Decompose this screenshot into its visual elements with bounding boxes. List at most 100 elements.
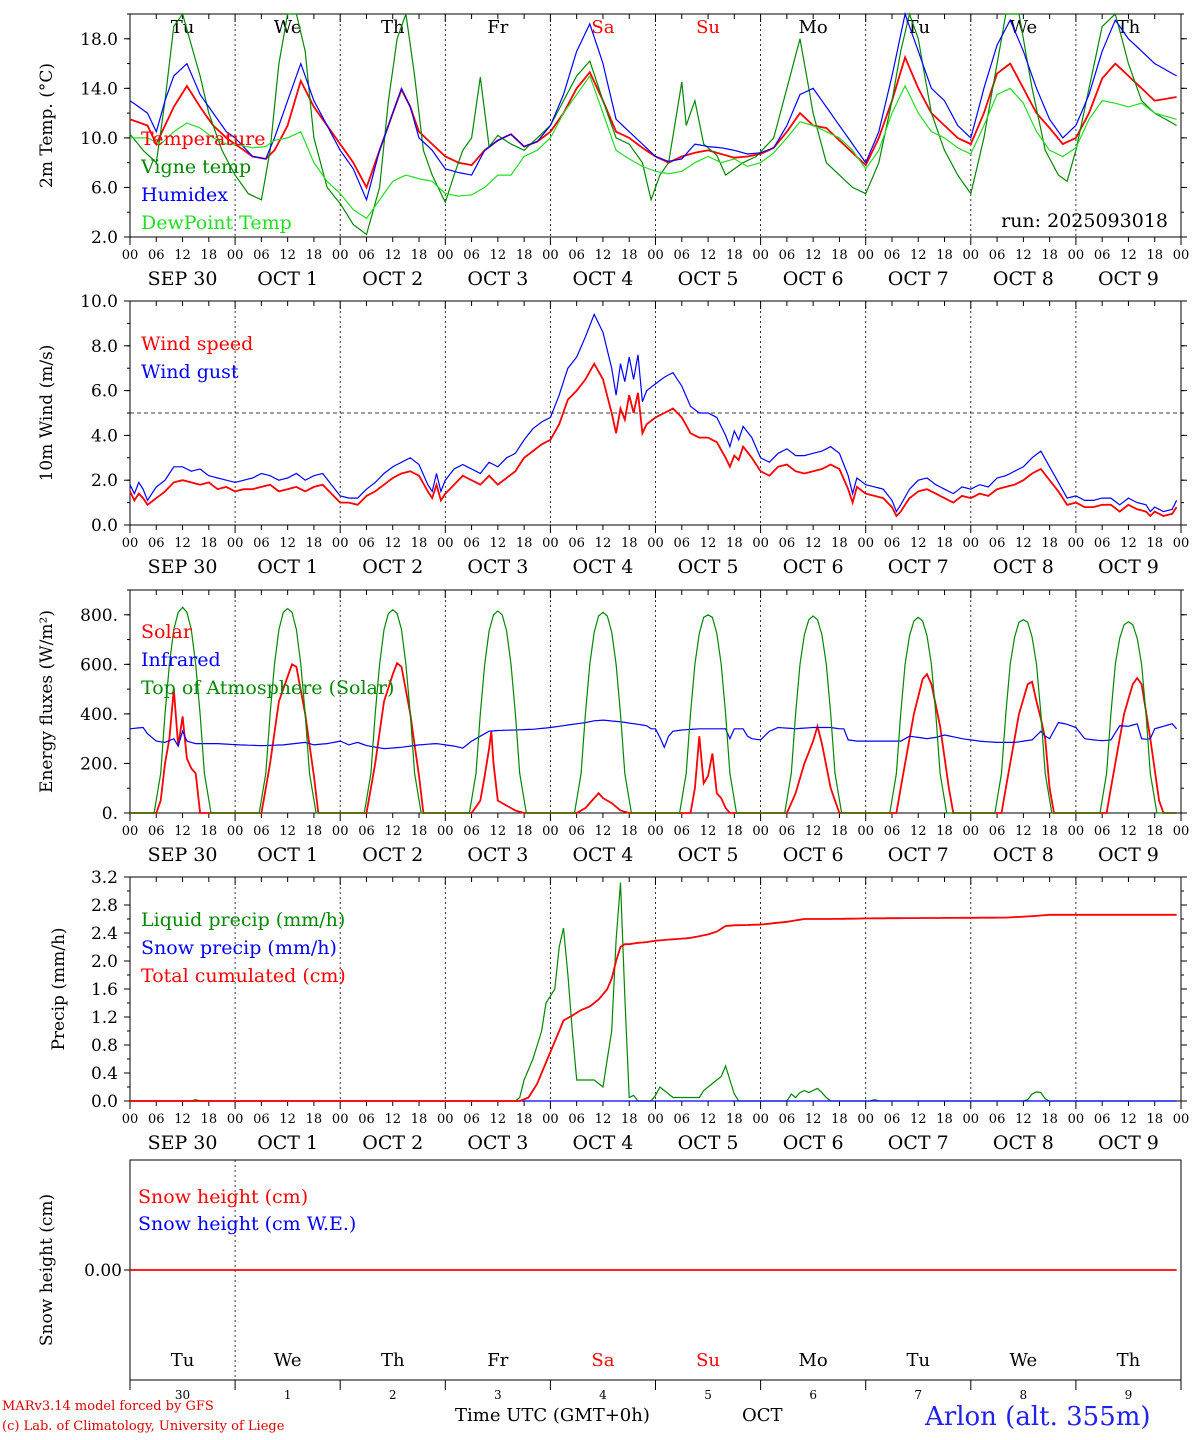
series-line-infrared	[129, 719, 1178, 750]
x-date-label: OCT 2	[362, 1132, 423, 1154]
weekday-label: Su	[696, 17, 720, 38]
x-hour-label: 18	[306, 824, 323, 839]
x-hour-label: 18	[936, 536, 953, 551]
y-tick-label: 2.4	[91, 924, 118, 944]
weekday-label: Su	[696, 1350, 720, 1371]
y-tick-label: 2.8	[91, 896, 118, 916]
day-number-label: 1	[284, 1388, 292, 1402]
y-tick-label: 2.0	[91, 471, 118, 491]
weekday-label: Th	[381, 1350, 405, 1371]
x-hour-label: 12	[700, 248, 717, 263]
x-hour-label: 00	[857, 248, 874, 263]
x-hour-label: 00	[437, 824, 454, 839]
x-hour-label: 18	[411, 1112, 428, 1127]
x-date-label: SEP 30	[148, 1132, 218, 1154]
x-hour-label: 06	[1094, 824, 1111, 839]
x-hour-label: 00	[1173, 248, 1190, 263]
x-hour-label: 06	[253, 536, 270, 551]
x-hour-label: 06	[253, 248, 270, 263]
x-hour-label: 12	[1120, 248, 1137, 263]
x-hour-label: 12	[490, 1112, 507, 1127]
x-hour-label: 18	[621, 248, 638, 263]
x-hour-label: 06	[463, 536, 480, 551]
weekday-label: Mo	[799, 1350, 828, 1371]
x-hour-label: 06	[989, 536, 1006, 551]
series-line-humidex	[129, 11, 1177, 202]
x-hour-label: 18	[516, 248, 533, 263]
y-tick-label: 18.0	[80, 30, 118, 50]
x-hour-label: 00	[542, 536, 559, 551]
run-label: run: 2025093018	[1001, 210, 1168, 232]
x-date-label: OCT 5	[678, 556, 739, 578]
location-label: Arlon (alt. 355m)	[925, 1402, 1151, 1432]
y-tick-label: 1.2	[91, 1008, 118, 1028]
series-line-top-of-atmosphere-solar-	[130, 606, 1177, 814]
x-hour-label: 18	[516, 1112, 533, 1127]
x-hour-label: 18	[1146, 1112, 1163, 1127]
y-tick-label: 0.0	[91, 1092, 118, 1112]
x-hour-label: 12	[384, 824, 401, 839]
x-hour-label: 12	[384, 248, 401, 263]
y-axis-label: 10m Wind (m/s)	[37, 345, 57, 482]
legend-entry: DewPoint Temp	[141, 212, 292, 234]
weekday-label: Tu	[906, 1350, 930, 1371]
x-hour-label: 12	[1120, 536, 1137, 551]
x-hour-label: 12	[595, 248, 612, 263]
x-hour-label: 12	[1015, 536, 1032, 551]
x-hour-label: 18	[201, 1112, 218, 1127]
x-hour-label: 18	[831, 1112, 848, 1127]
x-hour-label: 12	[174, 1112, 191, 1127]
x-hour-label: 06	[148, 536, 165, 551]
weekday-label: We	[274, 17, 302, 38]
legend-entry: Snow height (cm)	[138, 1186, 308, 1208]
x-date-label: OCT 6	[783, 1132, 844, 1154]
series-line-wind-speed	[129, 361, 1178, 518]
x-hour-label: 18	[1146, 248, 1163, 263]
x-hour-label: 12	[279, 1112, 296, 1127]
x-date-label: OCT 4	[572, 844, 633, 866]
x-hour-label: 06	[148, 1112, 165, 1127]
x-hour-label: 06	[358, 536, 375, 551]
x-hour-label: 00	[857, 1112, 874, 1127]
x-hour-label: 18	[936, 1112, 953, 1127]
x-hour-label: 12	[384, 1112, 401, 1127]
x-hour-label: 00	[963, 248, 980, 263]
x-hour-label: 00	[963, 536, 980, 551]
x-date-label: OCT 1	[257, 1132, 318, 1154]
x-hour-label: 12	[595, 824, 612, 839]
x-date-label: OCT 7	[888, 556, 949, 578]
y-tick-label: 400.	[80, 705, 118, 725]
x-hour-label: 18	[1041, 248, 1058, 263]
day-number-label: 3	[494, 1388, 502, 1402]
y-tick-label: 4.0	[91, 426, 118, 446]
time-axis-label: Time UTC (GMT+0h)	[455, 1405, 650, 1426]
y-tick-label: 200.	[80, 754, 118, 774]
x-hour-label: 06	[779, 248, 796, 263]
series-line-wind-gust	[129, 312, 1178, 513]
x-date-label: OCT 5	[678, 268, 739, 290]
x-date-label: OCT 3	[467, 1132, 528, 1154]
y-tick-label: 0.4	[91, 1064, 118, 1084]
x-date-label: OCT 9	[1098, 1132, 1159, 1154]
x-date-label: OCT 5	[678, 844, 739, 866]
x-hour-label: 18	[411, 248, 428, 263]
x-hour-label: 06	[674, 1112, 691, 1127]
x-hour-label: 12	[700, 536, 717, 551]
x-hour-label: 18	[1146, 824, 1163, 839]
day-number-label: 6	[809, 1388, 817, 1402]
x-hour-label: 18	[936, 248, 953, 263]
legend-entry: Temperature	[141, 128, 265, 150]
series-line-total-cumulated-cm-	[130, 913, 1177, 1102]
x-date-label: OCT 8	[993, 1132, 1054, 1154]
x-date-label: OCT 9	[1098, 556, 1159, 578]
day-number-label: 5	[704, 1388, 712, 1402]
series-line-temperature	[129, 54, 1177, 190]
x-date-label: OCT 5	[678, 1132, 739, 1154]
y-axis-label: Precip (mm/h)	[49, 927, 69, 1050]
x-hour-label: 00	[542, 248, 559, 263]
x-hour-label: 06	[884, 824, 901, 839]
x-hour-label: 06	[779, 824, 796, 839]
x-hour-label: 00	[227, 536, 244, 551]
x-hour-label: 06	[884, 1112, 901, 1127]
x-hour-label: 18	[201, 536, 218, 551]
